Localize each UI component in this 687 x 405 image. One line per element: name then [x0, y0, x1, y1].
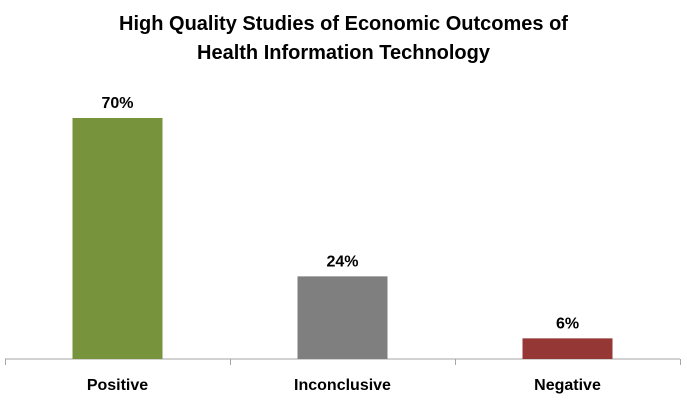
data-label-negative: 6%: [556, 315, 579, 332]
chart-title-line-1: High Quality Studies of Economic Outcome…: [119, 13, 568, 35]
bar-positive: [72, 118, 163, 359]
chart-title: High Quality Studies of Economic Outcome…: [0, 10, 687, 68]
category-label-negative: Negative: [534, 377, 601, 394]
chart-title-line-2: Health Information Technology: [197, 42, 490, 64]
bar-negative: [522, 338, 613, 359]
data-label-inconclusive: 24%: [326, 253, 358, 270]
data-label-positive: 70%: [101, 95, 133, 112]
category-label-inconclusive: Inconclusive: [294, 377, 391, 394]
bar-inconclusive: [297, 276, 388, 359]
category-label-positive: Positive: [87, 377, 148, 394]
